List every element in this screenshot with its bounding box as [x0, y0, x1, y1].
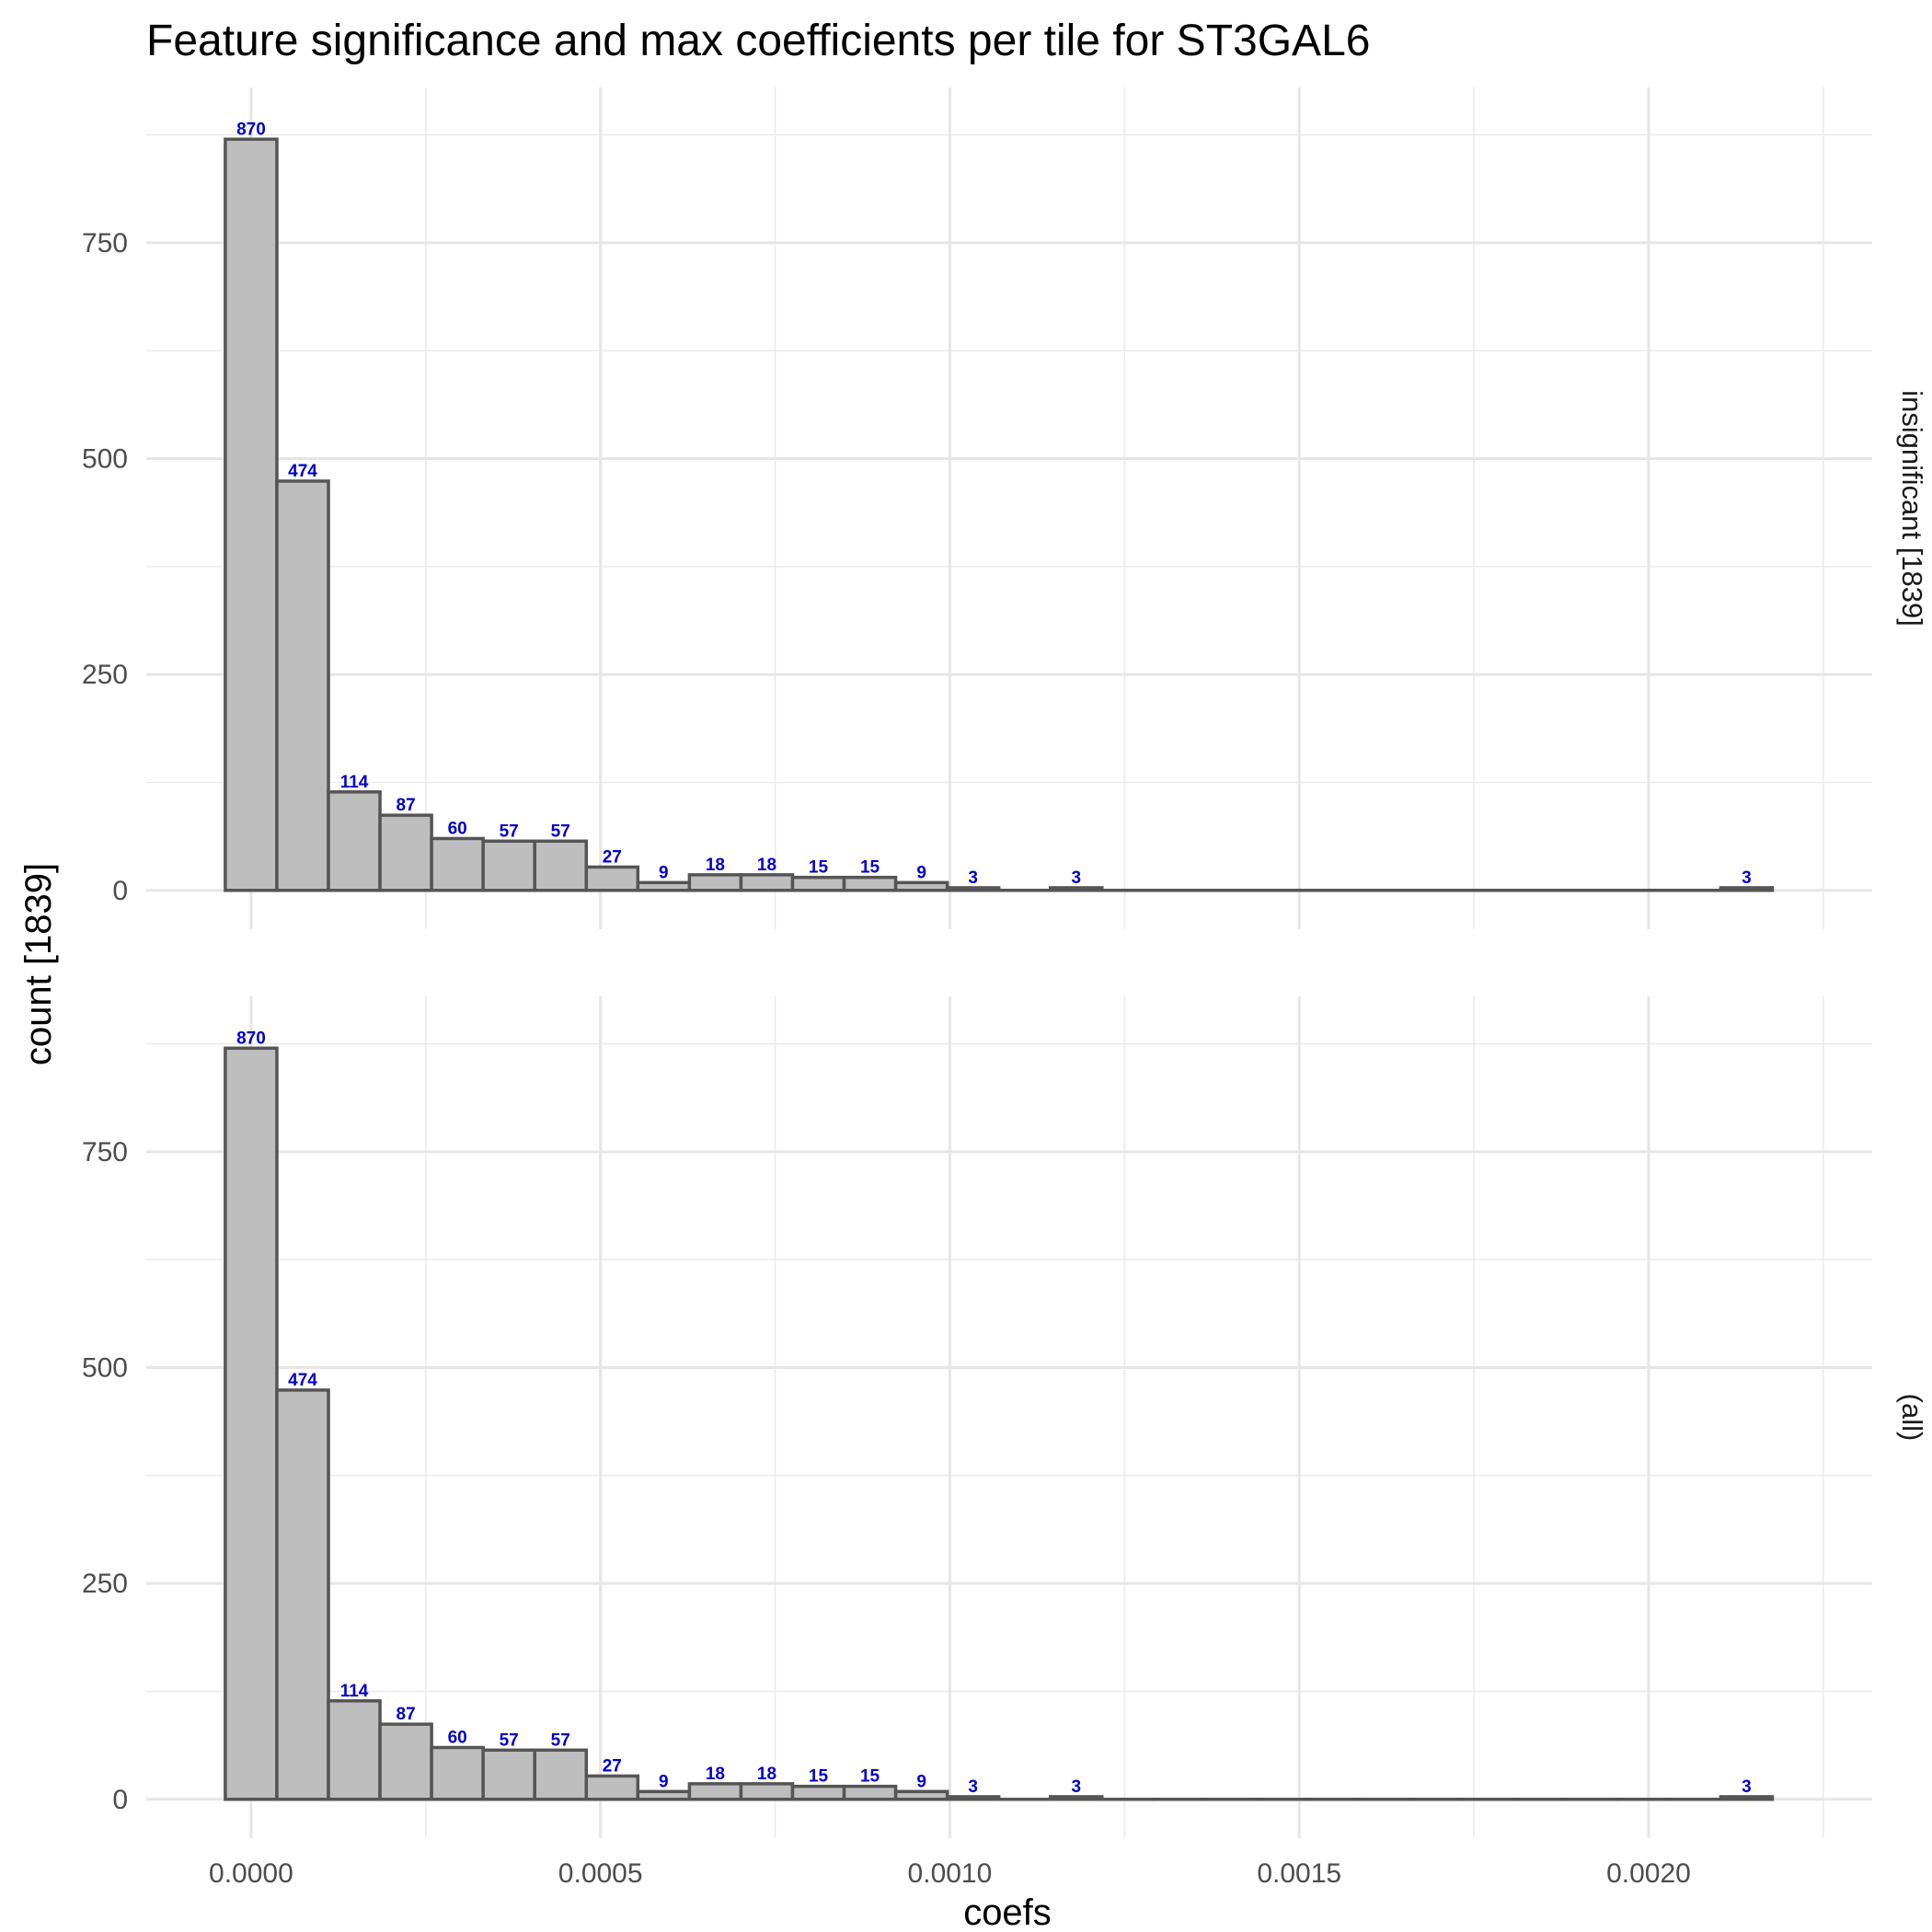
histogram-bar	[739, 873, 795, 892]
bar-count-label: 60	[448, 819, 467, 838]
y-tick-label: 0	[112, 1785, 128, 1815]
histogram-bar	[378, 1722, 433, 1801]
y-tick-label: 500	[82, 1353, 128, 1384]
histogram-bar	[1719, 1795, 1775, 1801]
histogram-bar	[327, 790, 382, 892]
histogram-bar	[790, 875, 846, 892]
chart-title: Feature significance and max coefficient…	[146, 17, 1370, 65]
histogram-bar	[430, 1745, 485, 1801]
histogram-bar	[790, 1784, 846, 1801]
bar-count-label: 57	[551, 822, 570, 841]
histogram-bar	[533, 839, 589, 892]
bar-count-label: 3	[1071, 1777, 1081, 1797]
bar-count-label: 9	[659, 1772, 669, 1791]
histogram-bar	[584, 1774, 640, 1801]
y-tick-label: 250	[82, 1569, 128, 1599]
facet-strip-label: (all)	[1896, 1394, 1928, 1442]
bar-count-label: 87	[397, 1705, 416, 1724]
bar-count-label: 3	[968, 1777, 978, 1797]
bar-count-label: 9	[659, 863, 669, 882]
bar-count-label: 15	[860, 1767, 880, 1787]
facet-strip-label: insignificant [1839]	[1896, 390, 1928, 627]
histogram-bar	[687, 873, 743, 892]
histogram-bar	[275, 479, 330, 892]
histogram-bar	[378, 813, 433, 892]
bar-count-label: 18	[706, 1765, 725, 1784]
y-tick-label: 750	[82, 228, 128, 259]
bar-count-label: 18	[757, 856, 776, 875]
bar-count-label: 15	[860, 858, 880, 878]
histogram-bar	[275, 1388, 330, 1801]
bar-count-label: 3	[1071, 868, 1081, 888]
bar-count-label: 18	[757, 1765, 776, 1784]
histogram-bar	[584, 865, 640, 892]
facet-panel: 0 250 500 750 870 474 114 87 60 57 57 27 9 18 18 15 15 9 3…	[82, 996, 1928, 1838]
histogram-bar	[893, 880, 949, 892]
histogram-bar	[739, 1782, 795, 1801]
bar-count-label: 3	[1742, 1777, 1752, 1797]
x-tick-label: 0.0020	[1606, 1858, 1691, 1889]
x-axis: 0.0000 0.0005 0.0010 0.0015 0.0020	[209, 1858, 1691, 1889]
y-tick-label: 0	[112, 876, 128, 906]
histogram-bar	[893, 1789, 949, 1801]
histogram-bar	[636, 880, 692, 892]
bar-count-label: 57	[500, 1731, 519, 1750]
x-tick-label: 0.0015	[1257, 1858, 1341, 1889]
histogram-bar	[842, 875, 898, 892]
facet-panel: 0 250 500 750 870 474 114 87 60 57 57 27 9 18 18 15 15 9 3…	[82, 87, 1928, 929]
histogram-bar	[224, 137, 279, 892]
y-tick-label: 250	[82, 660, 128, 690]
bar-count-label: 27	[603, 1756, 622, 1776]
histogram-bar	[945, 886, 1001, 892]
histogram-bar	[1719, 886, 1775, 892]
bar-count-label: 870	[236, 1029, 266, 1048]
bar-count-label: 57	[551, 1731, 570, 1750]
bar-count-label: 870	[236, 120, 266, 139]
bar-count-label: 9	[916, 1772, 926, 1791]
bar-count-label: 18	[706, 856, 725, 875]
x-tick-label: 0.0005	[558, 1858, 643, 1889]
histogram-bar	[224, 1046, 279, 1801]
y-tick-label: 500	[82, 444, 128, 475]
bar-count-label: 3	[1742, 868, 1752, 888]
bar-count-label: 15	[809, 1767, 829, 1787]
histogram-bar	[1048, 1795, 1104, 1801]
bar-count-label: 27	[603, 847, 622, 867]
bar-count-label: 60	[448, 1728, 467, 1747]
y-tick-label: 750	[82, 1137, 128, 1167]
bar-count-label: 474	[288, 1371, 317, 1390]
x-axis-title: coefs	[963, 1892, 1052, 1932]
y-axis-title: count [1839]	[18, 863, 59, 1065]
histogram-bar	[327, 1699, 382, 1801]
bar-count-label: 474	[288, 462, 317, 481]
bar-count-label: 87	[397, 796, 416, 815]
histogram-bar	[842, 1784, 898, 1801]
histogram-bar	[687, 1782, 743, 1801]
histogram-bar	[430, 836, 485, 892]
bar-count-label: 3	[968, 868, 978, 888]
histogram-bar	[1048, 886, 1104, 892]
histogram-bar	[481, 839, 536, 892]
bar-count-label: 57	[500, 822, 519, 841]
histogram-bar	[481, 1748, 536, 1801]
x-tick-label: 0.0000	[209, 1858, 293, 1889]
histogram-bar	[636, 1789, 692, 1801]
bar-count-label: 114	[340, 1682, 369, 1701]
bar-count-label: 9	[916, 863, 926, 882]
bar-count-label: 15	[809, 858, 829, 878]
histogram-bar	[945, 1795, 1001, 1801]
bar-count-label: 114	[340, 773, 369, 792]
histogram-bar	[533, 1748, 589, 1801]
x-tick-label: 0.0010	[908, 1858, 993, 1889]
